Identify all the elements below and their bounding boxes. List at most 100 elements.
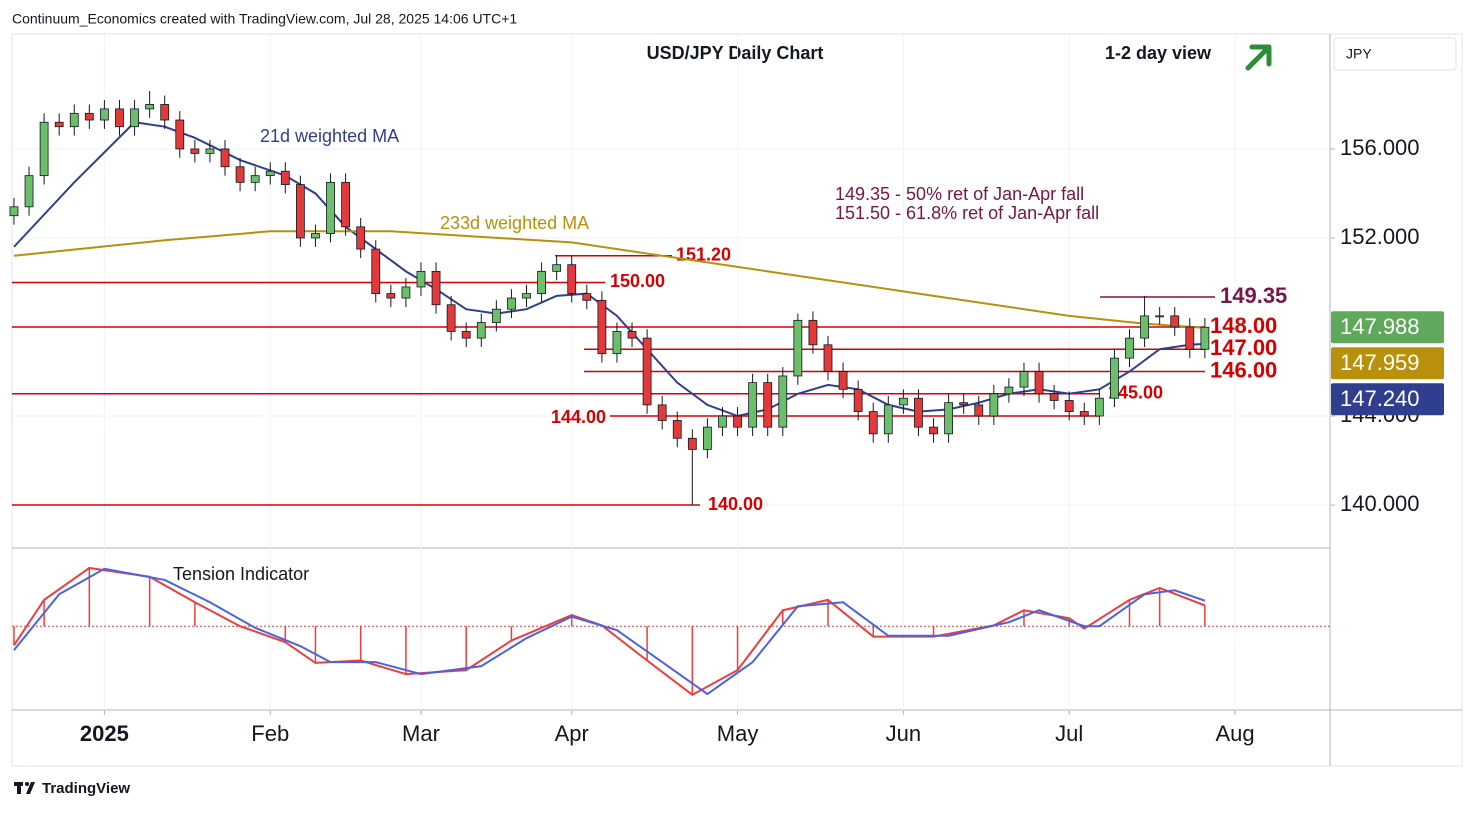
candle-body <box>1064 400 1074 412</box>
level-label: 148.00 <box>1210 313 1277 338</box>
tension-title: Tension Indicator <box>173 564 309 584</box>
level-label: 147.00 <box>1210 335 1277 360</box>
series-label: 21d weighted MA <box>260 126 399 146</box>
price-badge <box>1331 383 1444 416</box>
candle-body <box>657 404 667 421</box>
level-label: 149.35 <box>1220 283 1287 308</box>
candle-body <box>1019 371 1029 388</box>
level-label: 145.00 <box>1108 383 1163 403</box>
chart-title: USD/JPY Daily Chart <box>647 43 824 63</box>
x-tick-label: Jun <box>886 721 921 746</box>
candle-body <box>627 331 637 339</box>
x-tick-label: Apr <box>555 721 589 746</box>
x-tick-label: Aug <box>1215 721 1254 746</box>
candle-body <box>311 233 320 239</box>
level-label: 150.00 <box>610 271 665 291</box>
y-tick-label: 140.000 <box>1340 491 1420 516</box>
candle-body <box>1079 411 1089 417</box>
price-badge-label: 147.240 <box>1340 386 1420 411</box>
candle-body <box>687 437 697 450</box>
candle-body <box>69 112 79 128</box>
candle-body <box>944 402 954 435</box>
candle-body <box>793 319 803 377</box>
candle-body <box>763 382 773 428</box>
candle-body <box>130 108 139 128</box>
candle-body <box>160 104 170 121</box>
price-badge-label: 147.988 <box>1340 314 1420 339</box>
candle-body <box>929 426 938 435</box>
candle-body <box>808 319 818 346</box>
candle-body <box>1170 315 1180 328</box>
candle-body <box>295 184 305 239</box>
view-arrow <box>1245 44 1272 71</box>
candle-body <box>416 270 426 288</box>
candle-body <box>341 181 351 228</box>
candle-body <box>371 248 381 295</box>
candle-body <box>1094 397 1104 417</box>
x-tick-label: May <box>717 721 759 746</box>
price-badge-label: 147.959 <box>1340 350 1420 375</box>
series-label: 233d weighted MA <box>440 213 589 233</box>
candle-body <box>1140 315 1149 339</box>
candle-body <box>401 286 411 299</box>
candle-body <box>1110 357 1119 399</box>
candle-body <box>733 415 742 428</box>
candle-body <box>100 108 109 121</box>
view-label: 1-2 day view <box>1105 43 1212 63</box>
candle-body <box>1185 326 1195 350</box>
candle-body <box>235 166 245 183</box>
candle-body <box>1155 315 1165 318</box>
candle-body <box>431 270 441 306</box>
candle-body <box>718 415 727 428</box>
candle-body <box>823 344 833 372</box>
candle-body <box>989 393 999 417</box>
price-badge <box>1331 311 1444 344</box>
candle-body <box>853 388 863 412</box>
candle-body <box>9 206 19 217</box>
candle-body <box>883 404 893 435</box>
candle-body <box>778 375 788 428</box>
candle-body <box>1004 386 1014 395</box>
candle-body <box>280 170 290 185</box>
x-tick-label: Feb <box>251 721 289 746</box>
candle-body <box>145 104 155 110</box>
candle-body <box>898 397 908 406</box>
candle-body <box>959 402 969 406</box>
candle-body <box>838 371 848 390</box>
source: Continuum_Economics created with Trading… <box>12 11 517 27</box>
candle-body <box>250 175 260 183</box>
candle-body <box>115 108 124 128</box>
level-label: 146.00 <box>1210 357 1277 382</box>
candle-body <box>868 411 878 435</box>
candle-body <box>748 382 758 428</box>
candle-body <box>552 264 562 272</box>
x-tick-label: 2025 <box>80 721 129 746</box>
candle-body <box>567 264 577 295</box>
candle-body <box>597 299 607 355</box>
currency: JPY <box>1346 46 1372 62</box>
candle-body <box>265 170 275 177</box>
y-tick-label: 156.000 <box>1340 135 1420 160</box>
candle-body <box>476 322 486 339</box>
candle-body <box>914 397 923 428</box>
candle-body <box>974 404 984 417</box>
candle-body <box>386 293 396 299</box>
candle-body <box>220 148 230 168</box>
candle-body <box>461 331 471 339</box>
candle-body <box>54 121 64 128</box>
moving-average <box>13 121 1205 418</box>
candle-body <box>175 119 185 150</box>
candle-body <box>24 175 34 208</box>
footer-brand: TradingView <box>42 780 130 797</box>
price-badge <box>1331 347 1444 380</box>
candle-body <box>612 331 622 355</box>
candle-body <box>190 148 200 154</box>
candle-body <box>522 293 531 299</box>
footer-logo <box>14 782 35 794</box>
candle-body <box>39 121 49 177</box>
x-tick-label: Mar <box>402 721 440 746</box>
candle-body <box>582 293 592 301</box>
note: 151.50 - 61.8% ret of Jan-Apr fall <box>835 203 1099 223</box>
